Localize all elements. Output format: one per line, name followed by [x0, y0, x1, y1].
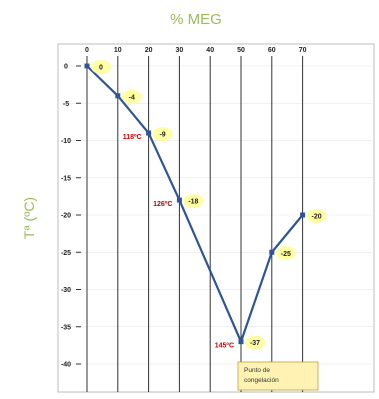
y-tick-label: -40: [61, 362, 71, 369]
y-tick-label: -30: [61, 287, 71, 294]
y-axis-label: Tª (ºC): [21, 197, 37, 239]
data-label-highlight: [245, 335, 265, 350]
data-point: [269, 249, 275, 255]
x-tick-label: 40: [206, 47, 214, 54]
data-label-highlight: [183, 194, 204, 209]
data-label-highlight: [152, 127, 173, 142]
y-tick-label: -5: [63, 101, 69, 108]
note-line: congelación: [244, 377, 279, 384]
data-label: -37: [250, 340, 260, 347]
temperature-annotation: 126ºC: [153, 201, 172, 208]
plot-area: 0-5-10-15-20-25-30-35-400 10 20 30 40 50 60 70P…: [57, 43, 375, 393]
x-tick-label: 20: [145, 47, 153, 54]
note-box: [237, 361, 319, 391]
x-tick-label: 70: [299, 47, 307, 54]
chart-title: % MEG: [170, 11, 222, 28]
data-label: -20: [312, 214, 322, 221]
y-tick-label: -20: [61, 213, 71, 220]
data-point: [115, 93, 121, 99]
plot-frame: [57, 43, 375, 393]
x-tick-label: 10: [114, 47, 122, 54]
data-label: -4: [129, 94, 135, 101]
x-tick-label: 0: [85, 47, 89, 54]
data-label-highlight: [275, 246, 296, 261]
data-label: -25: [281, 251, 291, 258]
data-point: [238, 339, 244, 345]
data-point: [84, 63, 90, 69]
data-label-highlight: [91, 60, 111, 74]
y-tick-label: -35: [61, 324, 71, 331]
data-label-highlight: [121, 89, 142, 104]
data-point: [300, 212, 306, 218]
data-label: -18: [188, 199, 198, 206]
data-label: -9: [159, 132, 165, 139]
x-tick-label: 60: [268, 47, 276, 54]
temperature-annotation: 118ºC: [123, 134, 142, 141]
x-tick-label: 50: [237, 47, 245, 54]
data-point: [176, 197, 182, 203]
y-tick-label: -15: [61, 175, 71, 182]
temperature-annotation: 145ºC: [215, 343, 234, 350]
data-label: 0: [99, 65, 103, 72]
data-point: [146, 130, 152, 136]
note-line: Punto de: [244, 367, 270, 374]
data-label-highlight: [306, 209, 327, 223]
y-tick-label: 0: [64, 64, 68, 71]
y-tick-label: -25: [61, 250, 71, 257]
y-tick-label: -10: [61, 138, 71, 145]
x-tick-label: 30: [176, 47, 184, 54]
